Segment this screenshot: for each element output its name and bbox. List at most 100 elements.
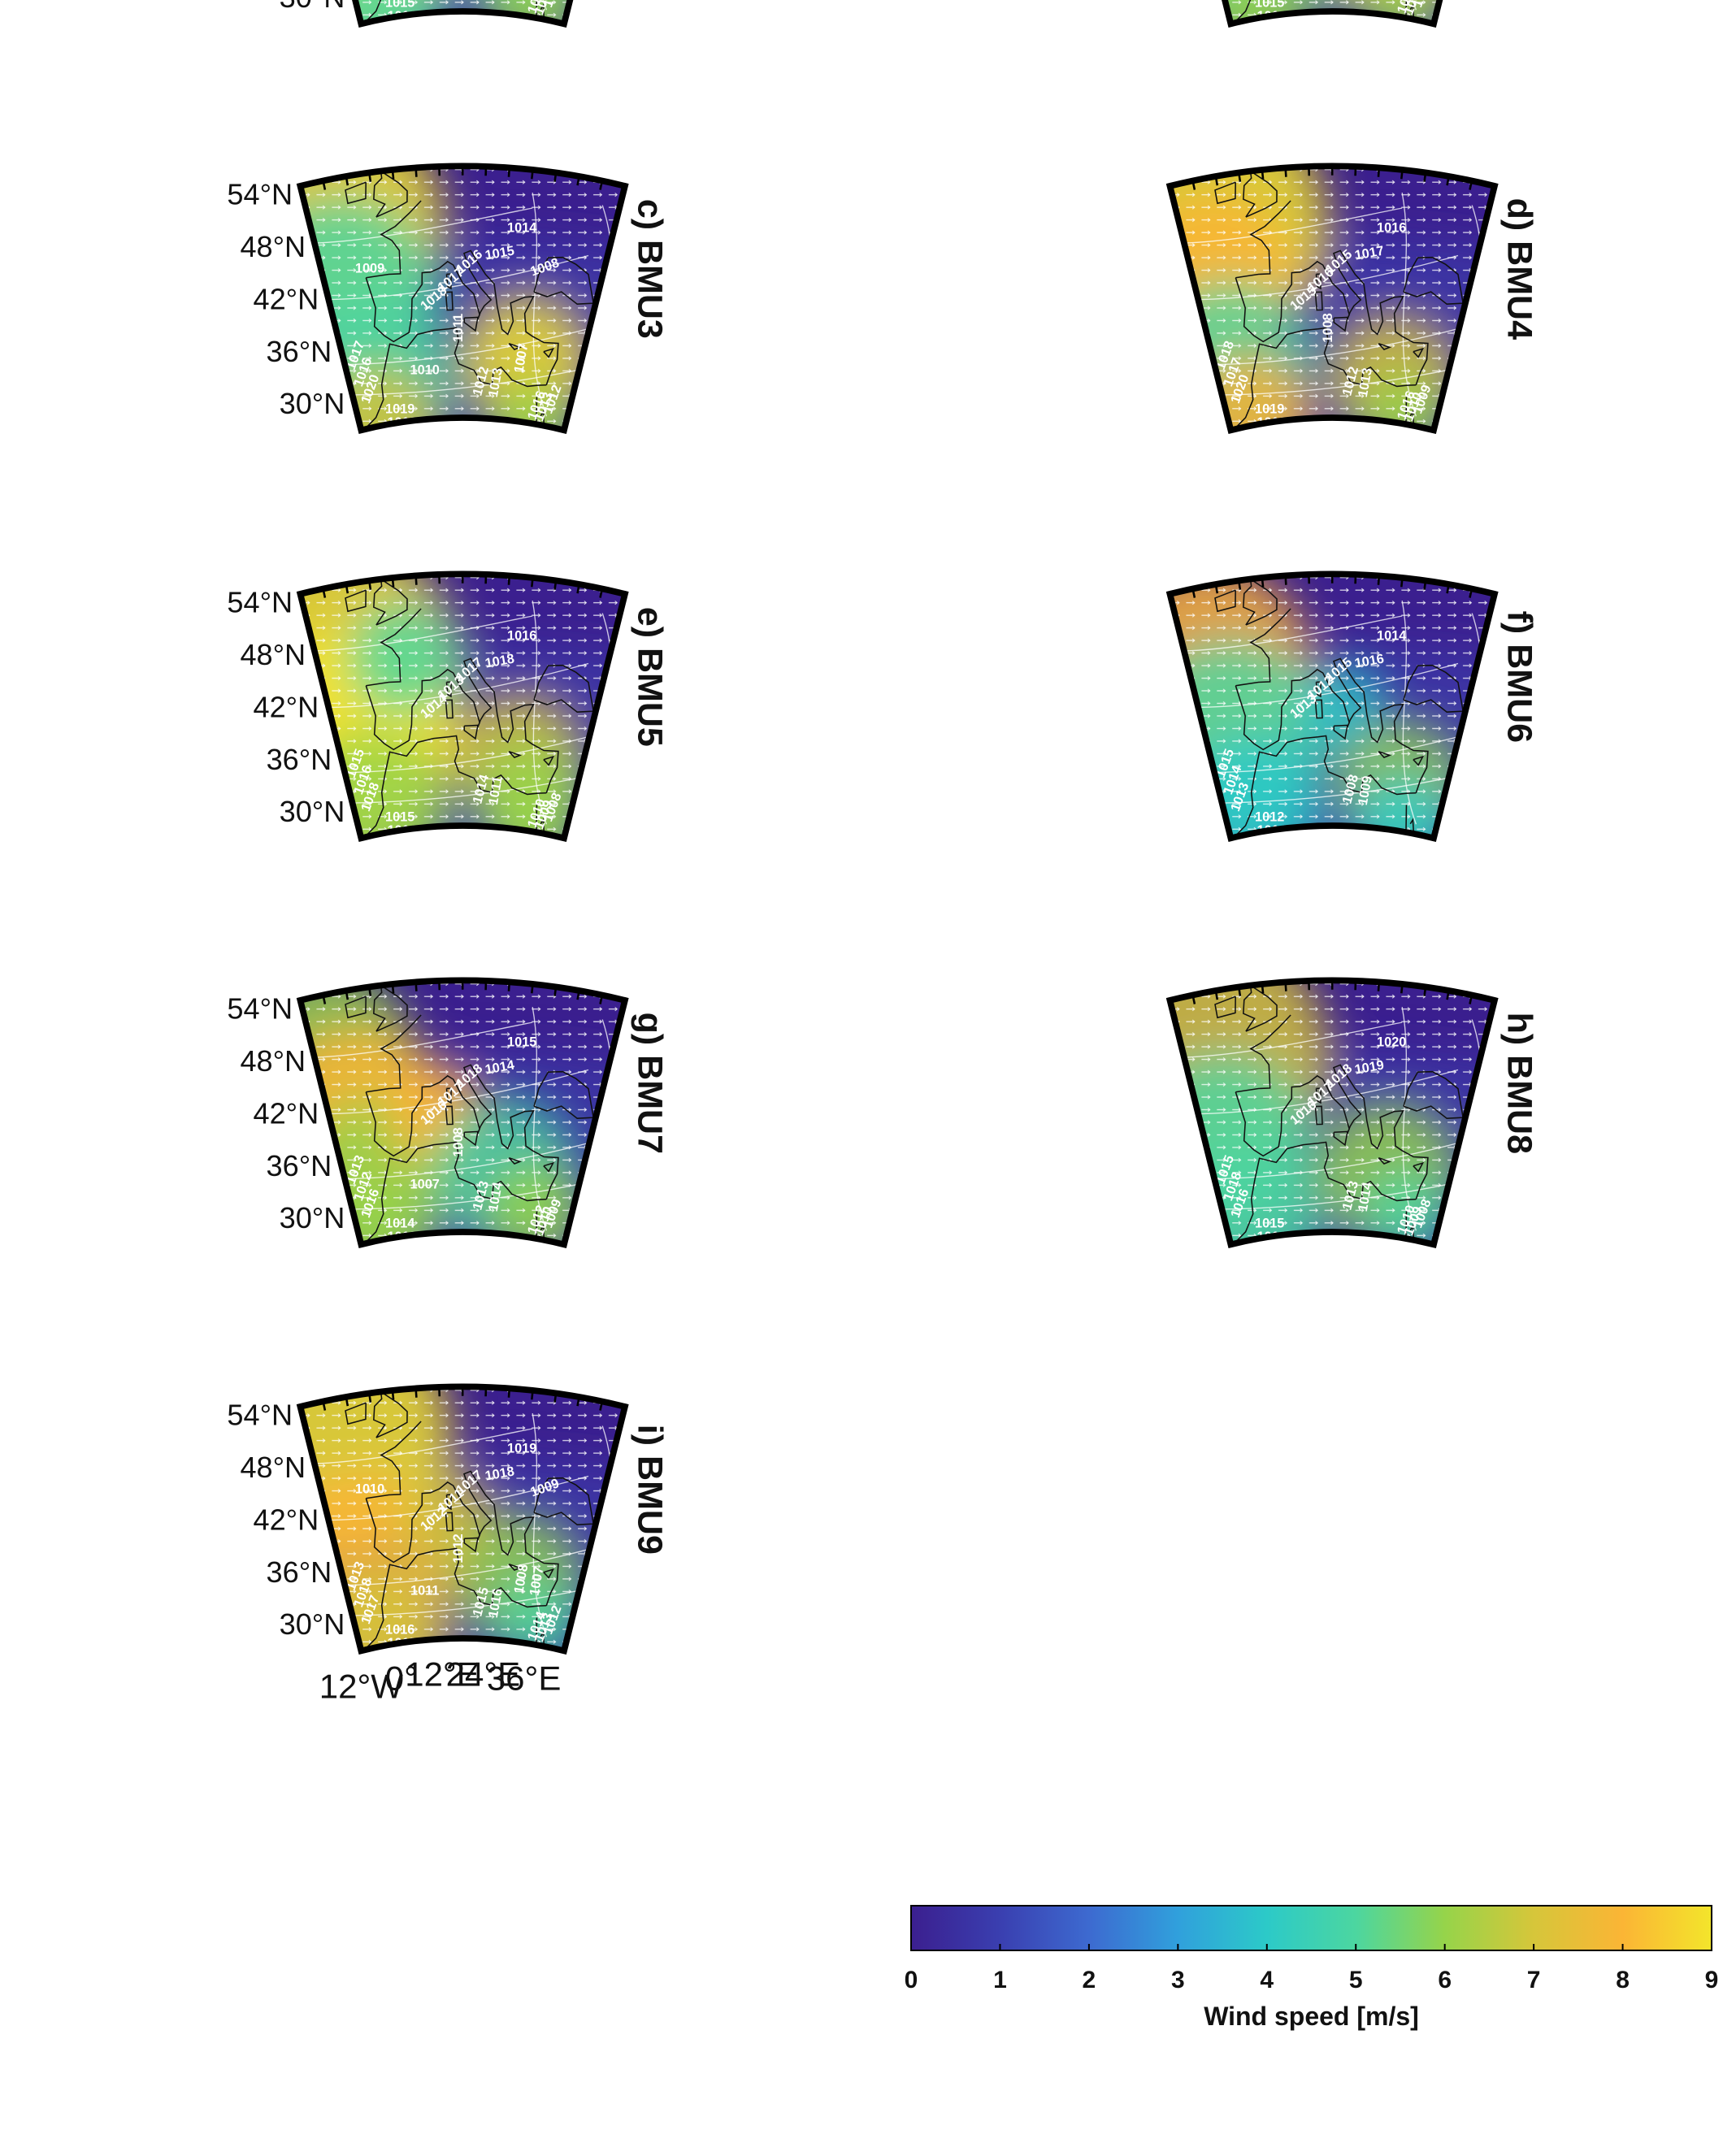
latitude-label: 48°N bbox=[240, 1451, 306, 1484]
latitude-label: 48°N bbox=[240, 1044, 306, 1078]
coastline bbox=[366, 1014, 422, 1093]
longitude-label: 0° bbox=[385, 1659, 418, 1698]
isobar-label: 1012 bbox=[451, 1533, 466, 1563]
isobar-label: 1015 bbox=[385, 810, 414, 825]
isobar-line bbox=[162, 243, 252, 404]
coastline bbox=[363, 1141, 547, 1244]
isobar-label: 1015 bbox=[507, 1035, 536, 1049]
frame-tick bbox=[1423, 987, 1427, 996]
latitude-label: 30°N bbox=[280, 795, 345, 828]
isobar-label: 1010 bbox=[1261, 850, 1290, 865]
frame-tick bbox=[1377, 575, 1381, 585]
isobar-line bbox=[532, 1006, 548, 1231]
coastline bbox=[508, 1156, 522, 1165]
coastline bbox=[1233, 1141, 1417, 1244]
coastline bbox=[366, 200, 422, 279]
coastline bbox=[543, 1161, 555, 1173]
coastline bbox=[445, 273, 452, 290]
isobar-line bbox=[300, 662, 589, 709]
map-panel: 1016101710151016101510181017102010191018… bbox=[1165, 163, 1539, 457]
frame-tick bbox=[599, 995, 604, 1004]
frame-tick bbox=[1261, 577, 1265, 588]
coastline bbox=[445, 291, 454, 311]
latitude-label: 30°N bbox=[280, 387, 345, 420]
frame-tick bbox=[1191, 995, 1196, 1004]
frame-tick bbox=[553, 580, 558, 590]
panel-title: d) BMU4 bbox=[1499, 198, 1539, 340]
coastlines bbox=[1214, 983, 1465, 1245]
coastline bbox=[445, 699, 454, 719]
map-panel: 1016101810171013101410151016101810151014… bbox=[155, 570, 763, 865]
isobar-label: 1016 bbox=[1377, 220, 1406, 235]
frame-tick bbox=[368, 172, 372, 182]
frame-tick bbox=[414, 167, 418, 177]
coastline bbox=[1404, 0, 1408, 24]
isobar-label: 1013 bbox=[1259, 22, 1288, 37]
isobar-label: 1012 bbox=[1261, 1256, 1290, 1271]
frame-tick bbox=[1169, 185, 1174, 196]
isobar-line bbox=[1598, 0, 1633, 3]
frame-tick bbox=[1284, 167, 1287, 177]
latitude-label: 42°N bbox=[254, 1096, 319, 1130]
isobar-label: 1008 bbox=[1410, 0, 1434, 10]
isobar-label: 1013 bbox=[389, 22, 419, 37]
isobar-line bbox=[728, 220, 763, 409]
frame-tick bbox=[345, 1396, 349, 1407]
isobar-line bbox=[1170, 662, 1459, 709]
isobar-line bbox=[300, 1130, 625, 1180]
coastline bbox=[363, 1547, 547, 1651]
isobar-label: 1008 bbox=[540, 0, 564, 10]
isobar-label: 1012 bbox=[391, 850, 420, 865]
isobar-line bbox=[155, 683, 212, 788]
frame-tick bbox=[322, 1401, 327, 1411]
coastline bbox=[1403, 664, 1465, 713]
coastline bbox=[363, 327, 547, 430]
frame-tick bbox=[368, 1393, 372, 1403]
colorbar-tick-label: 8 bbox=[1616, 1967, 1630, 1993]
latitude-label: 36°N bbox=[267, 1149, 332, 1182]
isobar-line bbox=[1401, 192, 1417, 417]
frame-tick bbox=[599, 180, 604, 190]
coastline bbox=[1233, 735, 1417, 838]
frame-tick bbox=[621, 1406, 627, 1416]
frame-tick bbox=[1214, 583, 1219, 594]
frame-tick bbox=[553, 1393, 558, 1403]
isobar-line bbox=[1471, 0, 1495, 24]
longitude-label: 24°E bbox=[446, 1655, 521, 1694]
coastline bbox=[1333, 316, 1348, 332]
isobar-line bbox=[300, 1475, 589, 1521]
isobar-line bbox=[672, 1015, 700, 1232]
isobar-label: 1019 bbox=[385, 402, 414, 417]
isobar-label: 1009 bbox=[355, 261, 384, 275]
coastline bbox=[1233, 327, 1417, 430]
frame-tick bbox=[621, 593, 627, 604]
panel-title: f) BMU6 bbox=[1499, 611, 1539, 743]
isobar-label: 1014 bbox=[1261, 442, 1290, 457]
isobar-line bbox=[162, 651, 252, 812]
coastline bbox=[540, 1224, 545, 1245]
latitude-label: 42°N bbox=[254, 1503, 319, 1536]
panel-title: e) BMU5 bbox=[630, 607, 669, 747]
frame-tick bbox=[507, 982, 511, 991]
map-panel: 1015101410181017101610131012101610141013… bbox=[227, 977, 700, 1249]
isobar-line bbox=[728, 628, 763, 817]
frame-tick bbox=[1423, 172, 1427, 182]
isobar-label: 1012 bbox=[1255, 810, 1284, 825]
isobar-line bbox=[1170, 1069, 1459, 1115]
colorbar-tick-label: 0 bbox=[905, 1967, 918, 1993]
frame-tick bbox=[1469, 180, 1473, 190]
frame-tick bbox=[414, 982, 418, 991]
frame-tick bbox=[299, 1000, 304, 1010]
frame-tick bbox=[553, 172, 558, 182]
isobar-label: 1011 bbox=[486, 775, 506, 806]
isobar-line bbox=[1031, 651, 1122, 812]
colorbar-tick-label: 6 bbox=[1438, 1967, 1452, 1993]
coastline bbox=[1314, 291, 1323, 311]
isobar-label: 1019 bbox=[1255, 402, 1284, 417]
frame-tick bbox=[576, 990, 580, 1000]
coastline bbox=[463, 316, 479, 332]
coastline bbox=[1314, 1105, 1323, 1126]
isobar-label: 1011 bbox=[451, 314, 466, 342]
coastline bbox=[345, 181, 367, 205]
isobar-label: 1014 bbox=[385, 1217, 414, 1231]
